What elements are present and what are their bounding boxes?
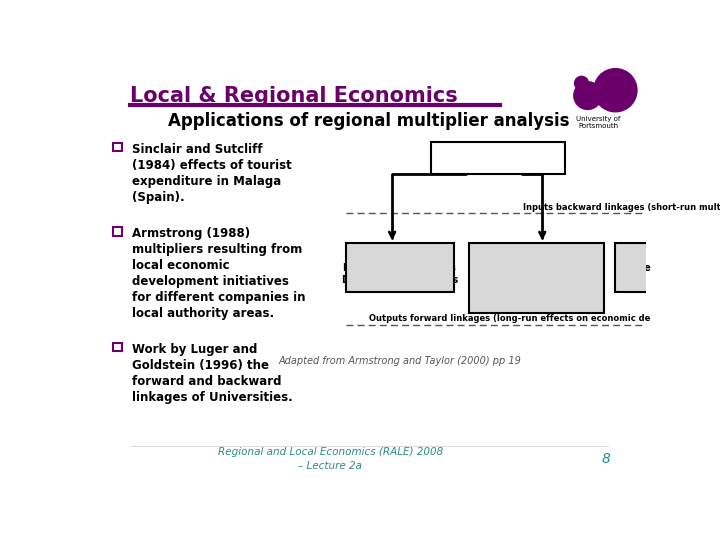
Text: Local business
Demand for services
Displacement effects: Local business Demand for services Displ…: [342, 250, 458, 286]
Text: 8: 8: [602, 452, 611, 466]
Text: Regional and Local Economics (RALE) 2008
– Lecture 2a: Regional and Local Economics (RALE) 2008…: [218, 448, 443, 471]
Text: Adapted from Armstrong and Taylor (2000) pp 19: Adapted from Armstrong and Taylor (2000)…: [279, 356, 521, 366]
Text: Sinclair and Sutcliff
(1984) effects of tourist
expenditure in Malaga
(Spain).: Sinclair and Sutcliff (1984) effects of …: [132, 143, 292, 204]
Circle shape: [575, 76, 588, 90]
Text: Applications of regional multiplier analysis: Applications of regional multiplier anal…: [168, 112, 570, 130]
FancyBboxPatch shape: [469, 244, 604, 313]
Text: Lo
Incre
Inc: Lo Incre Inc: [623, 250, 651, 286]
Text: Inputs backward linkages (short-run multiplier effe: Inputs backward linkages (short-run mult…: [523, 202, 720, 212]
FancyBboxPatch shape: [113, 343, 122, 351]
FancyBboxPatch shape: [616, 244, 662, 292]
Text: Armstrong (1988)
multipliers resulting from
local economic
development initiativ: Armstrong (1988) multipliers resulting f…: [132, 227, 305, 320]
FancyBboxPatch shape: [113, 227, 122, 236]
FancyBboxPatch shape: [113, 143, 122, 151]
Text: Local Government
Services & revenues
Improved revenue base
Additional demand
Con: Local Government Services & revenues Imp…: [472, 247, 601, 309]
Circle shape: [574, 82, 601, 110]
Text: Local & Regional Economics: Local & Regional Economics: [130, 86, 458, 106]
Circle shape: [594, 69, 637, 112]
FancyBboxPatch shape: [346, 244, 454, 292]
FancyBboxPatch shape: [431, 142, 565, 174]
Text: Work by Luger and
Goldstein (1996) the
forward and backward
linkages of Universi: Work by Luger and Goldstein (1996) the f…: [132, 343, 292, 404]
Text: University: University: [462, 151, 534, 165]
Text: University of
Portsmouth: University of Portsmouth: [576, 116, 621, 129]
Text: Outputs forward linkages (long-run effects on economic de: Outputs forward linkages (long-run effec…: [369, 314, 650, 323]
